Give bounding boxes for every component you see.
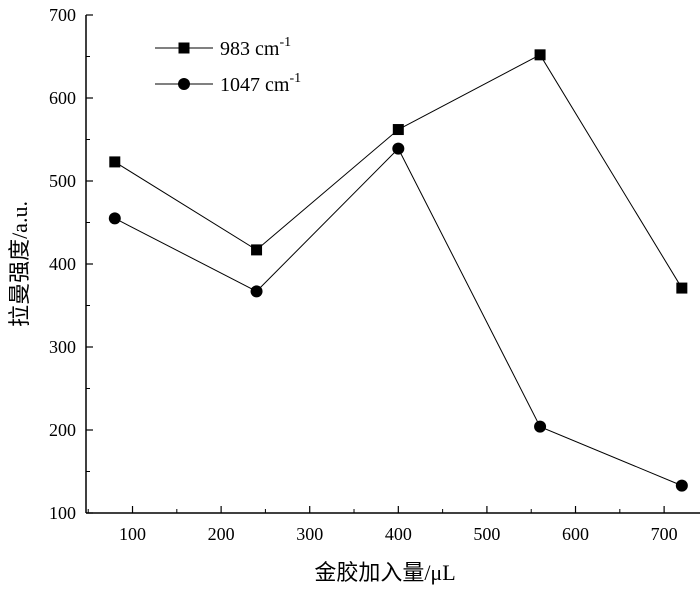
legend-label-text: 983 cm	[220, 38, 280, 60]
series-line	[114, 54, 683, 289]
data-point-square	[534, 49, 546, 61]
series-1	[109, 49, 688, 294]
x-tick-label: 200	[208, 524, 235, 544]
y-tick-label: 100	[49, 503, 76, 523]
legend-marker	[178, 42, 190, 54]
data-point-circle	[250, 285, 263, 298]
y-tick-label: 400	[49, 254, 76, 274]
axes	[85, 15, 700, 514]
legend-entry-2: 1047 cm-1	[155, 71, 301, 96]
x-tick-label: 600	[562, 524, 589, 544]
legend-entry-1: 983 cm-1	[155, 35, 291, 60]
x-tick-label: 500	[473, 524, 500, 544]
legend-label-text: 1047 cm	[220, 74, 290, 96]
x-tick-label: 700	[651, 524, 678, 544]
legend-marker	[178, 78, 190, 90]
series-2	[108, 142, 688, 492]
series-layer	[108, 49, 688, 492]
x-tick-label: 100	[119, 524, 146, 544]
data-point-square	[109, 156, 121, 168]
y-axis-title: 拉曼强度/a.u.	[7, 201, 32, 327]
y-tick-label: 600	[49, 88, 76, 108]
y-tick-label: 700	[49, 5, 76, 25]
data-point-square	[392, 124, 404, 136]
legend-label: 1047 cm-1	[220, 71, 301, 96]
x-tick-label: 300	[296, 524, 323, 544]
y-tick-label: 300	[49, 337, 76, 357]
data-point-circle	[392, 142, 405, 155]
x-tick-label: 400	[385, 524, 412, 544]
data-point-circle	[534, 420, 547, 433]
legend-label-superscript: -1	[279, 35, 291, 50]
series-line	[114, 147, 683, 487]
data-point-circle	[108, 212, 121, 225]
data-point-square	[251, 244, 263, 256]
y-tick-label: 500	[49, 171, 76, 191]
x-axis-title: 金胶加入量/μL	[314, 560, 455, 585]
data-point-circle	[675, 479, 688, 492]
legend-label: 983 cm-1	[220, 35, 291, 60]
legend-label-superscript: -1	[289, 71, 301, 86]
data-point-square	[676, 282, 688, 294]
y-tick-label: 200	[49, 420, 76, 440]
ticks: 100 200 300 400 500 600 700 100 200 300 400 500 600 7…	[49, 5, 678, 544]
